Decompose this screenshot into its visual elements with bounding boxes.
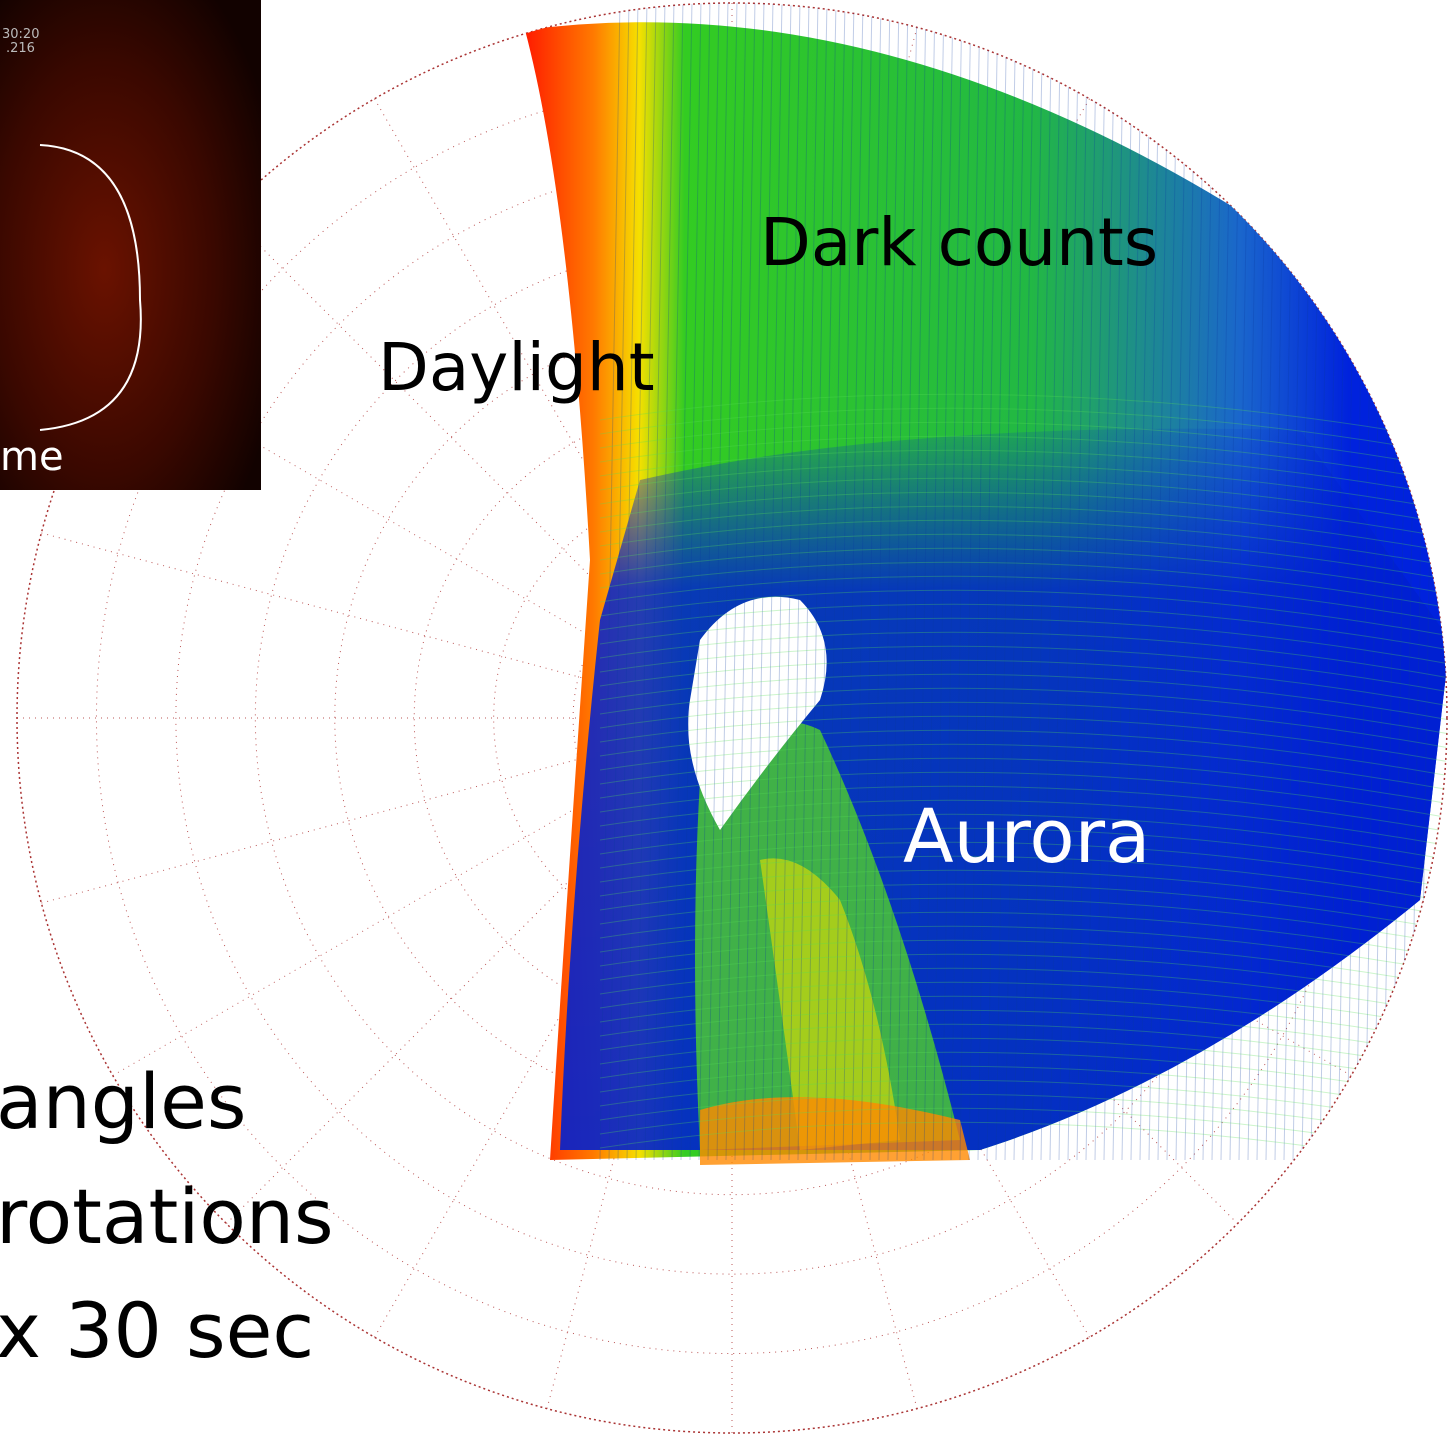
label-daylight: Daylight (378, 329, 655, 406)
inset-code: .216 (6, 41, 35, 56)
page: 30:20 .216 me Dark counts Daylight Auror… (0, 0, 1451, 1440)
side-line: angles (0, 1057, 246, 1146)
side-line: x 30 sec (0, 1286, 314, 1375)
data-swath (525, 0, 1450, 1168)
inset-caption: me (0, 434, 64, 480)
swath-dark (560, 429, 1450, 1150)
inset-time: 30:20 (2, 27, 39, 42)
label-aurora: Aurora (903, 794, 1150, 880)
slide: 30:20 .216 me Dark counts Daylight Auror… (0, 0, 1451, 1440)
inset-image (0, 0, 261, 490)
side-line: rotations (0, 1172, 334, 1261)
label-dark: Dark counts (760, 204, 1158, 281)
